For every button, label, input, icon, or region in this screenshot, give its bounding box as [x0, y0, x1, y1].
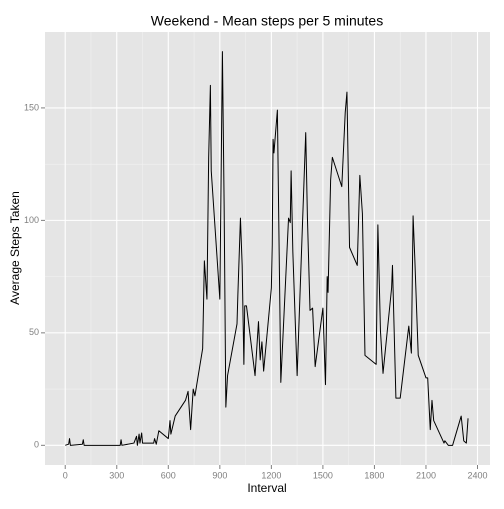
x-tick-label: 300: [109, 470, 124, 480]
x-axis-label: Interval: [247, 481, 286, 495]
x-tick-label: 0: [63, 470, 68, 480]
y-tick-label: 0: [34, 440, 39, 450]
x-tick-label: 1800: [364, 470, 384, 480]
x-tick-label: 900: [212, 470, 227, 480]
x-tick-label: 1200: [261, 470, 281, 480]
panel: [45, 32, 490, 465]
x-tick-label: 600: [161, 470, 176, 480]
y-tick-label: 50: [29, 327, 39, 337]
x-tick-label: 1500: [313, 470, 333, 480]
y-tick-label: 150: [24, 102, 39, 112]
x-tick-label: 2400: [467, 470, 487, 480]
y-axis-label: Average Steps Taken: [8, 191, 22, 305]
chart-title: Weekend - Mean steps per 5 minutes: [151, 13, 383, 29]
x-tick-label: 2100: [416, 470, 436, 480]
y-tick-label: 100: [24, 215, 39, 225]
line: [65, 51, 469, 446]
